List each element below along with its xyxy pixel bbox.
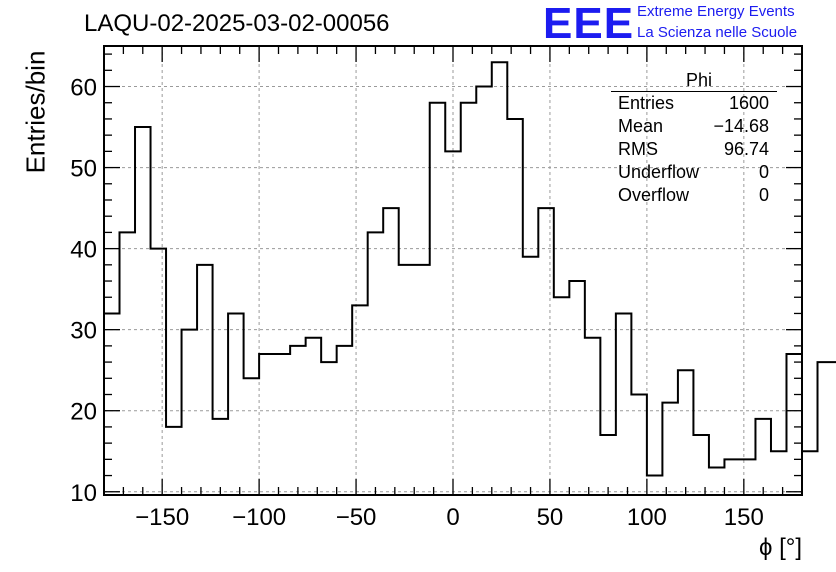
- x-tick-label: 100: [627, 504, 667, 531]
- x-tick-label: 50: [537, 504, 564, 531]
- eee-logo: EEE: [543, 0, 635, 48]
- chart-title: LAQU-02-2025-03-02-00056: [84, 10, 390, 37]
- y-tick-labels: 10 20 30 40 50 60: [70, 75, 97, 507]
- y-tick-label: 50: [70, 156, 97, 183]
- brand-line-2: La Scienza nelle Scuole: [637, 24, 798, 41]
- brand-line-1: Extreme Energy Events: [637, 3, 795, 20]
- stats-label: Entries: [618, 93, 675, 113]
- y-tick-label: 10: [70, 480, 97, 507]
- y-tick-label: 30: [70, 318, 97, 345]
- stats-row-mean: Mean −14.68: [611, 115, 777, 138]
- stats-label: Mean: [618, 116, 664, 136]
- grid-lines: [104, 46, 802, 495]
- stats-name: Phi: [611, 70, 777, 92]
- y-tick-label: 60: [70, 75, 97, 102]
- stats-value: 0: [758, 185, 769, 205]
- stats-row-entries: Entries 1600: [611, 92, 777, 115]
- x-tick-label: −50: [336, 504, 377, 531]
- x-axis-label: ϕ [°]: [758, 534, 802, 561]
- stats-box: Phi Entries 1600 Mean −14.68 RMS 96.74 U…: [611, 70, 777, 207]
- stats-value: 1600: [728, 93, 769, 113]
- x-tick-labels: −150 −100 −50 0 50 100 150: [135, 504, 764, 531]
- histogram-step-line: [104, 61, 836, 477]
- stats-value: −14.68: [713, 116, 769, 136]
- stats-value: 0: [758, 162, 769, 182]
- stats-row-rms: RMS 96.74: [611, 138, 777, 161]
- stats-value: 96.74: [723, 139, 769, 159]
- y-axis-label: Entries/bin: [20, 50, 51, 174]
- plot-frame: [103, 45, 803, 496]
- x-tick-label: −150: [135, 504, 189, 531]
- stats-row-overflow: Overflow 0: [611, 184, 777, 207]
- y-tick-label: 20: [70, 399, 97, 426]
- x-tick-label: 150: [724, 504, 764, 531]
- x-tick-label: −100: [232, 504, 286, 531]
- stats-row-underflow: Underflow 0: [611, 161, 777, 184]
- stats-label: Underflow: [618, 162, 700, 182]
- stats-label: Overflow: [618, 185, 690, 205]
- stats-label: RMS: [618, 139, 658, 159]
- x-tick-label: 0: [446, 504, 459, 531]
- y-tick-label: 40: [70, 237, 97, 264]
